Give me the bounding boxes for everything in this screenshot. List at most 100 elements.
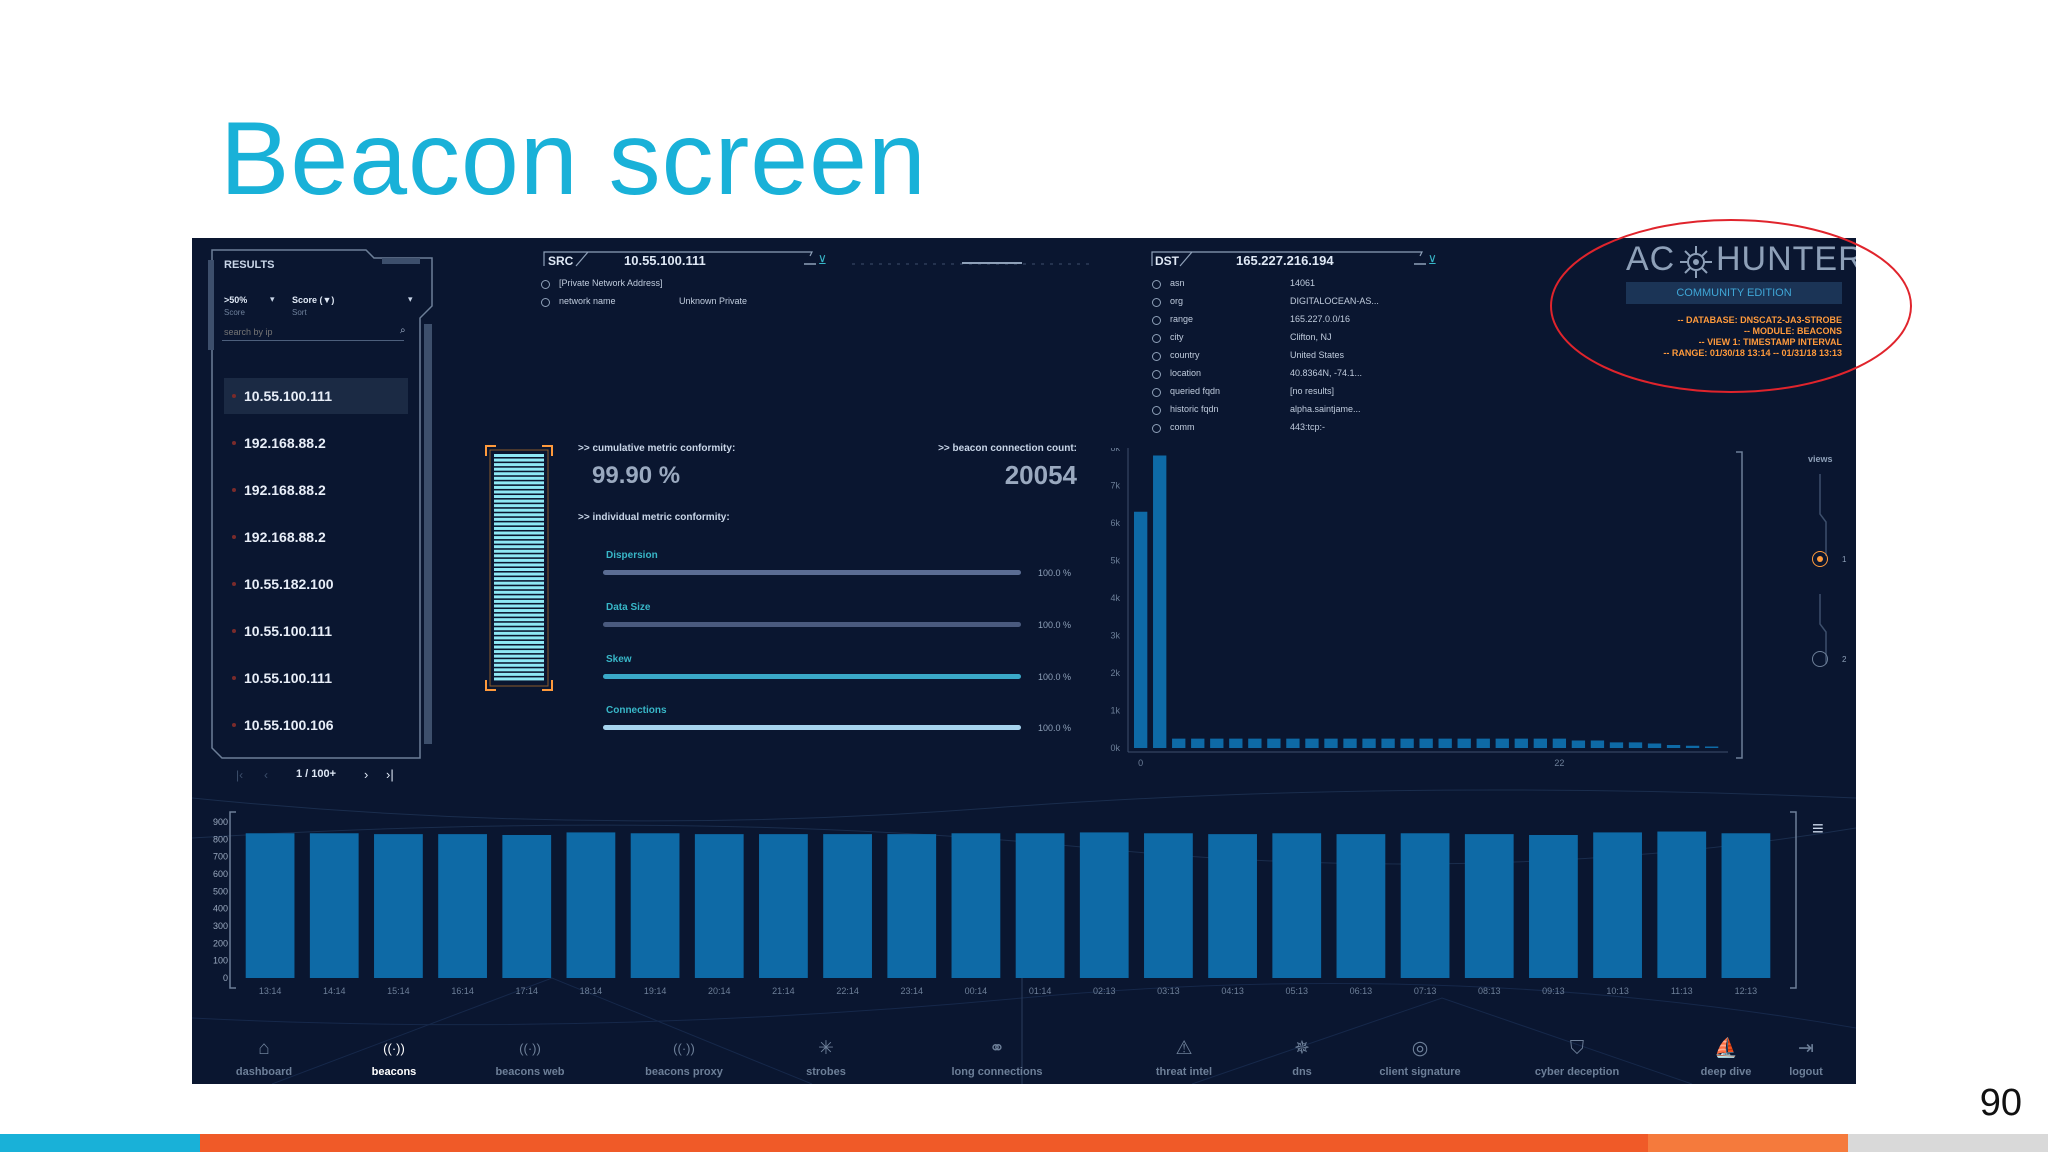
histogram-bar[interactable] [1324,738,1338,748]
meter-stripe [494,517,544,521]
view-option-1[interactable] [1812,551,1828,567]
nav-deep-dive[interactable]: ⛵ deep dive [1666,1038,1786,1080]
result-item[interactable]: 192.168.88.2 [224,425,408,461]
histogram-bar[interactable] [1362,738,1376,748]
timeline-bar[interactable] [1144,833,1193,978]
nav-cyber-deception[interactable]: ⛉ cyber deception [1517,1038,1637,1080]
histogram-bar[interactable] [1343,738,1357,748]
last-page-icon[interactable]: ›| [386,767,394,782]
strobe-icon: ✳ [818,1038,834,1059]
nav-dashboard[interactable]: ⌂ dashboard [204,1038,324,1080]
histogram-bar[interactable] [1533,738,1547,748]
timeline-bar[interactable] [1529,835,1578,978]
histogram-bar[interactable] [1153,455,1167,749]
y-tick-label: 1k [1110,706,1120,716]
timeline-bar[interactable] [1400,833,1450,978]
result-item[interactable]: 192.168.88.2 [224,472,408,508]
histogram-bar[interactable] [1647,743,1662,749]
histogram-bar[interactable] [1514,738,1528,748]
timeline-bar[interactable] [502,835,552,978]
timeline-bar[interactable] [309,833,359,978]
histogram-bar[interactable] [1286,738,1300,748]
histogram-bar[interactable] [1495,738,1509,748]
histogram-bar[interactable] [1172,738,1186,748]
sort-chevron-icon[interactable]: ▾ [408,294,413,304]
result-item[interactable]: 10.55.100.111 [224,660,408,696]
filter-chevron-icon[interactable]: ▾ [270,294,275,304]
result-item[interactable]: 10.55.100.111 [224,378,408,414]
histogram-bar[interactable] [1609,742,1624,748]
timeline-bar[interactable] [374,834,423,978]
search-by-ip-input[interactable] [222,324,404,341]
meter-stripe [494,577,544,581]
filter-funnel-icon[interactable]: ⊻ [818,253,827,267]
result-item[interactable]: 10.55.100.106 [224,707,408,743]
timeline-bar[interactable] [759,834,808,978]
result-item[interactable]: 10.55.182.100 [224,566,408,602]
timeline-bar[interactable] [245,833,295,978]
nav-strobes[interactable]: ✳ strobes [766,1038,886,1080]
histogram-bar[interactable] [1457,738,1471,748]
sort-select[interactable]: Score (▼) [292,295,335,305]
timeline-bar[interactable] [694,834,744,978]
histogram-bar[interactable] [1590,740,1605,749]
nav-beacons-web[interactable]: ((·)) beacons web [470,1038,590,1080]
info-dot-icon [1152,298,1161,307]
histogram-bar[interactable] [1704,746,1719,749]
nav-beacons-proxy[interactable]: ((·)) beacons proxy [624,1038,744,1080]
prev-page-icon[interactable]: ‹ [264,768,268,782]
y-tick-label: 6k [1110,518,1120,528]
timeline-bar[interactable] [566,832,616,978]
timeline-bar[interactable] [951,833,1001,978]
histogram-bar[interactable] [1267,738,1281,748]
histogram-bar[interactable] [1229,738,1243,748]
histogram-bar[interactable] [1552,738,1567,748]
histogram-bar[interactable] [1210,738,1224,748]
filter-funnel-icon[interactable]: ⊻ [1428,253,1437,267]
view-option-2[interactable] [1812,651,1828,667]
timeline-bar[interactable] [1208,834,1257,978]
y-tick-label: 100 [213,956,228,966]
histogram-bar[interactable] [1191,738,1205,748]
histogram-bar[interactable] [1381,738,1395,748]
timeline-bar[interactable] [1721,833,1771,978]
histogram-bar[interactable] [1666,745,1681,748]
nav-threat-intel[interactable]: ⚠ threat intel [1124,1038,1244,1080]
timeline-bar[interactable] [1015,833,1065,978]
histogram-bar[interactable] [1419,738,1433,748]
timeline-bar[interactable] [823,834,872,978]
nav-long-connections[interactable]: ⚭ long connections [922,1038,1072,1080]
histogram-bar[interactable] [1571,740,1586,749]
histogram-bar[interactable] [1134,511,1148,748]
histogram-bar[interactable] [1438,738,1452,748]
nav-client-signature[interactable]: ◎ client signature [1360,1038,1480,1080]
metric-value: 100.0 % [1038,568,1072,578]
histogram-bar[interactable] [1685,745,1700,748]
first-page-icon[interactable]: |‹ [236,768,244,782]
next-page-icon[interactable]: › [364,767,369,782]
timeline-bar[interactable] [1272,833,1322,978]
histogram-bar[interactable] [1305,738,1319,748]
menu-icon[interactable]: ≡ [1812,818,1824,840]
timeline-bar[interactable] [1657,831,1707,978]
nav-beacons[interactable]: ((·)) beacons [334,1038,454,1080]
timeline-bar[interactable] [630,833,680,978]
timeline-bar[interactable] [438,834,487,978]
result-item[interactable]: 192.168.88.2 [224,519,408,555]
meter-stripe [494,672,544,676]
histogram-bar[interactable] [1476,738,1490,748]
filter-select[interactable]: >50% [224,295,248,305]
nav-logout[interactable]: ⇥ logout [1746,1038,1856,1080]
histogram-bar[interactable] [1400,738,1414,748]
timeline-bar[interactable] [887,834,937,978]
timeline-bar[interactable] [1336,834,1386,978]
histogram-bar[interactable] [1248,738,1262,748]
timeline-bar[interactable] [1593,832,1642,978]
timeline-bar[interactable] [1079,832,1129,978]
search-icon[interactable]: ⌕ [400,325,406,336]
timeline-bar[interactable] [1464,834,1514,978]
nav-dns[interactable]: ✵ dns [1242,1038,1362,1080]
histogram-bar[interactable] [1628,742,1643,748]
result-item[interactable]: 10.55.100.111 [224,613,408,649]
meter-stripe [494,663,544,667]
